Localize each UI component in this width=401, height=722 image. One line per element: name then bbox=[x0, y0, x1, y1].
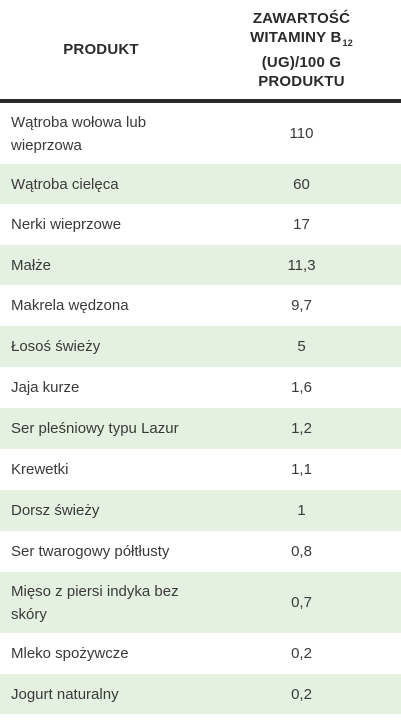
header-subscript: 12 bbox=[342, 37, 353, 48]
product-name: Krewetki bbox=[11, 461, 69, 478]
table-row: Makrela wędzona 9,7 bbox=[0, 285, 401, 326]
product-name: Wątroba cielęca bbox=[11, 175, 119, 193]
product-name: Jaja kurze bbox=[11, 379, 80, 396]
product-name: Jogurt naturalny bbox=[11, 685, 119, 703]
table-row: Nerki wieprzowe 17 bbox=[0, 204, 401, 245]
b12-value: 17 bbox=[293, 216, 310, 233]
product-name: Ser twarogowy półtłusty bbox=[11, 543, 170, 560]
b12-value: 1,1 bbox=[291, 461, 312, 478]
table-row: Łosoś świeży 5 bbox=[0, 326, 401, 367]
table-row: Jaja kurze 1,6 bbox=[0, 367, 401, 408]
table-row: Krewetki 1,1 bbox=[0, 449, 401, 490]
b12-value: 0,8 bbox=[291, 543, 312, 560]
b12-value: 0,7 bbox=[291, 594, 312, 611]
product-name: Ser pleśniowy typu Lazur bbox=[11, 420, 179, 437]
header-line-1: ZAWARTOŚĆ bbox=[252, 9, 351, 27]
b12-value: 60 bbox=[293, 175, 310, 193]
product-name: Łosoś świeży bbox=[11, 338, 101, 355]
b12-value: 11,3 bbox=[287, 256, 316, 274]
table-row: Wątroba wołowa lub wieprzowa 110 bbox=[0, 103, 401, 164]
product-name: Nerki wieprzowe bbox=[11, 216, 122, 233]
b12-value: 0,2 bbox=[291, 645, 312, 662]
table-row: Wątroba cielęca 60 bbox=[0, 164, 401, 204]
b12-value: 9,7 bbox=[291, 297, 312, 314]
header-line-3: (UG)/100 G bbox=[261, 53, 342, 71]
table-row: Dorsz świeży 1 bbox=[0, 490, 401, 531]
product-name: Mleko spożywcze bbox=[11, 645, 129, 662]
header-line-2: WITAMINY B12 bbox=[250, 28, 353, 53]
product-name: Dorsz świeży bbox=[11, 502, 100, 519]
product-name: Małże bbox=[11, 256, 52, 274]
b12-value: 1,2 bbox=[291, 420, 312, 437]
product-name: Makrela wędzona bbox=[11, 297, 129, 314]
b12-value: 1,6 bbox=[291, 379, 312, 396]
b12-value: 1 bbox=[297, 502, 306, 519]
b12-value: 5 bbox=[297, 338, 306, 355]
product-name: Mięso z piersi indyka bez skóry bbox=[11, 582, 179, 623]
table-row: Mleko spożywcze 0,2 bbox=[0, 633, 401, 674]
table-row: Mięso z piersi indyka bez skóry 0,7 bbox=[0, 572, 401, 633]
header-product: PRODUKT bbox=[63, 41, 139, 58]
product-name: Wątroba wołowa lub wieprzowa bbox=[11, 113, 147, 154]
header-line-4: PRODUKTU bbox=[258, 72, 345, 90]
b12-value: 0,2 bbox=[291, 685, 312, 703]
table-row: Ser pleśniowy typu Lazur 1,2 bbox=[0, 408, 401, 449]
table-header: PRODUKT ZAWARTOŚĆ WITAMINY B12 (UG)/100 … bbox=[0, 0, 401, 103]
header-line-2-text: WITAMINY B bbox=[250, 28, 342, 46]
table-row: Małże 11,3 bbox=[0, 245, 401, 285]
table-row: Jogurt naturalny 0,2 bbox=[0, 674, 401, 714]
table-row: Ser twarogowy półtłusty 0,8 bbox=[0, 531, 401, 572]
b12-value: 110 bbox=[289, 125, 314, 142]
header-b12-content: ZAWARTOŚĆ WITAMINY B12 (UG)/100 G PRODUK… bbox=[202, 0, 401, 99]
